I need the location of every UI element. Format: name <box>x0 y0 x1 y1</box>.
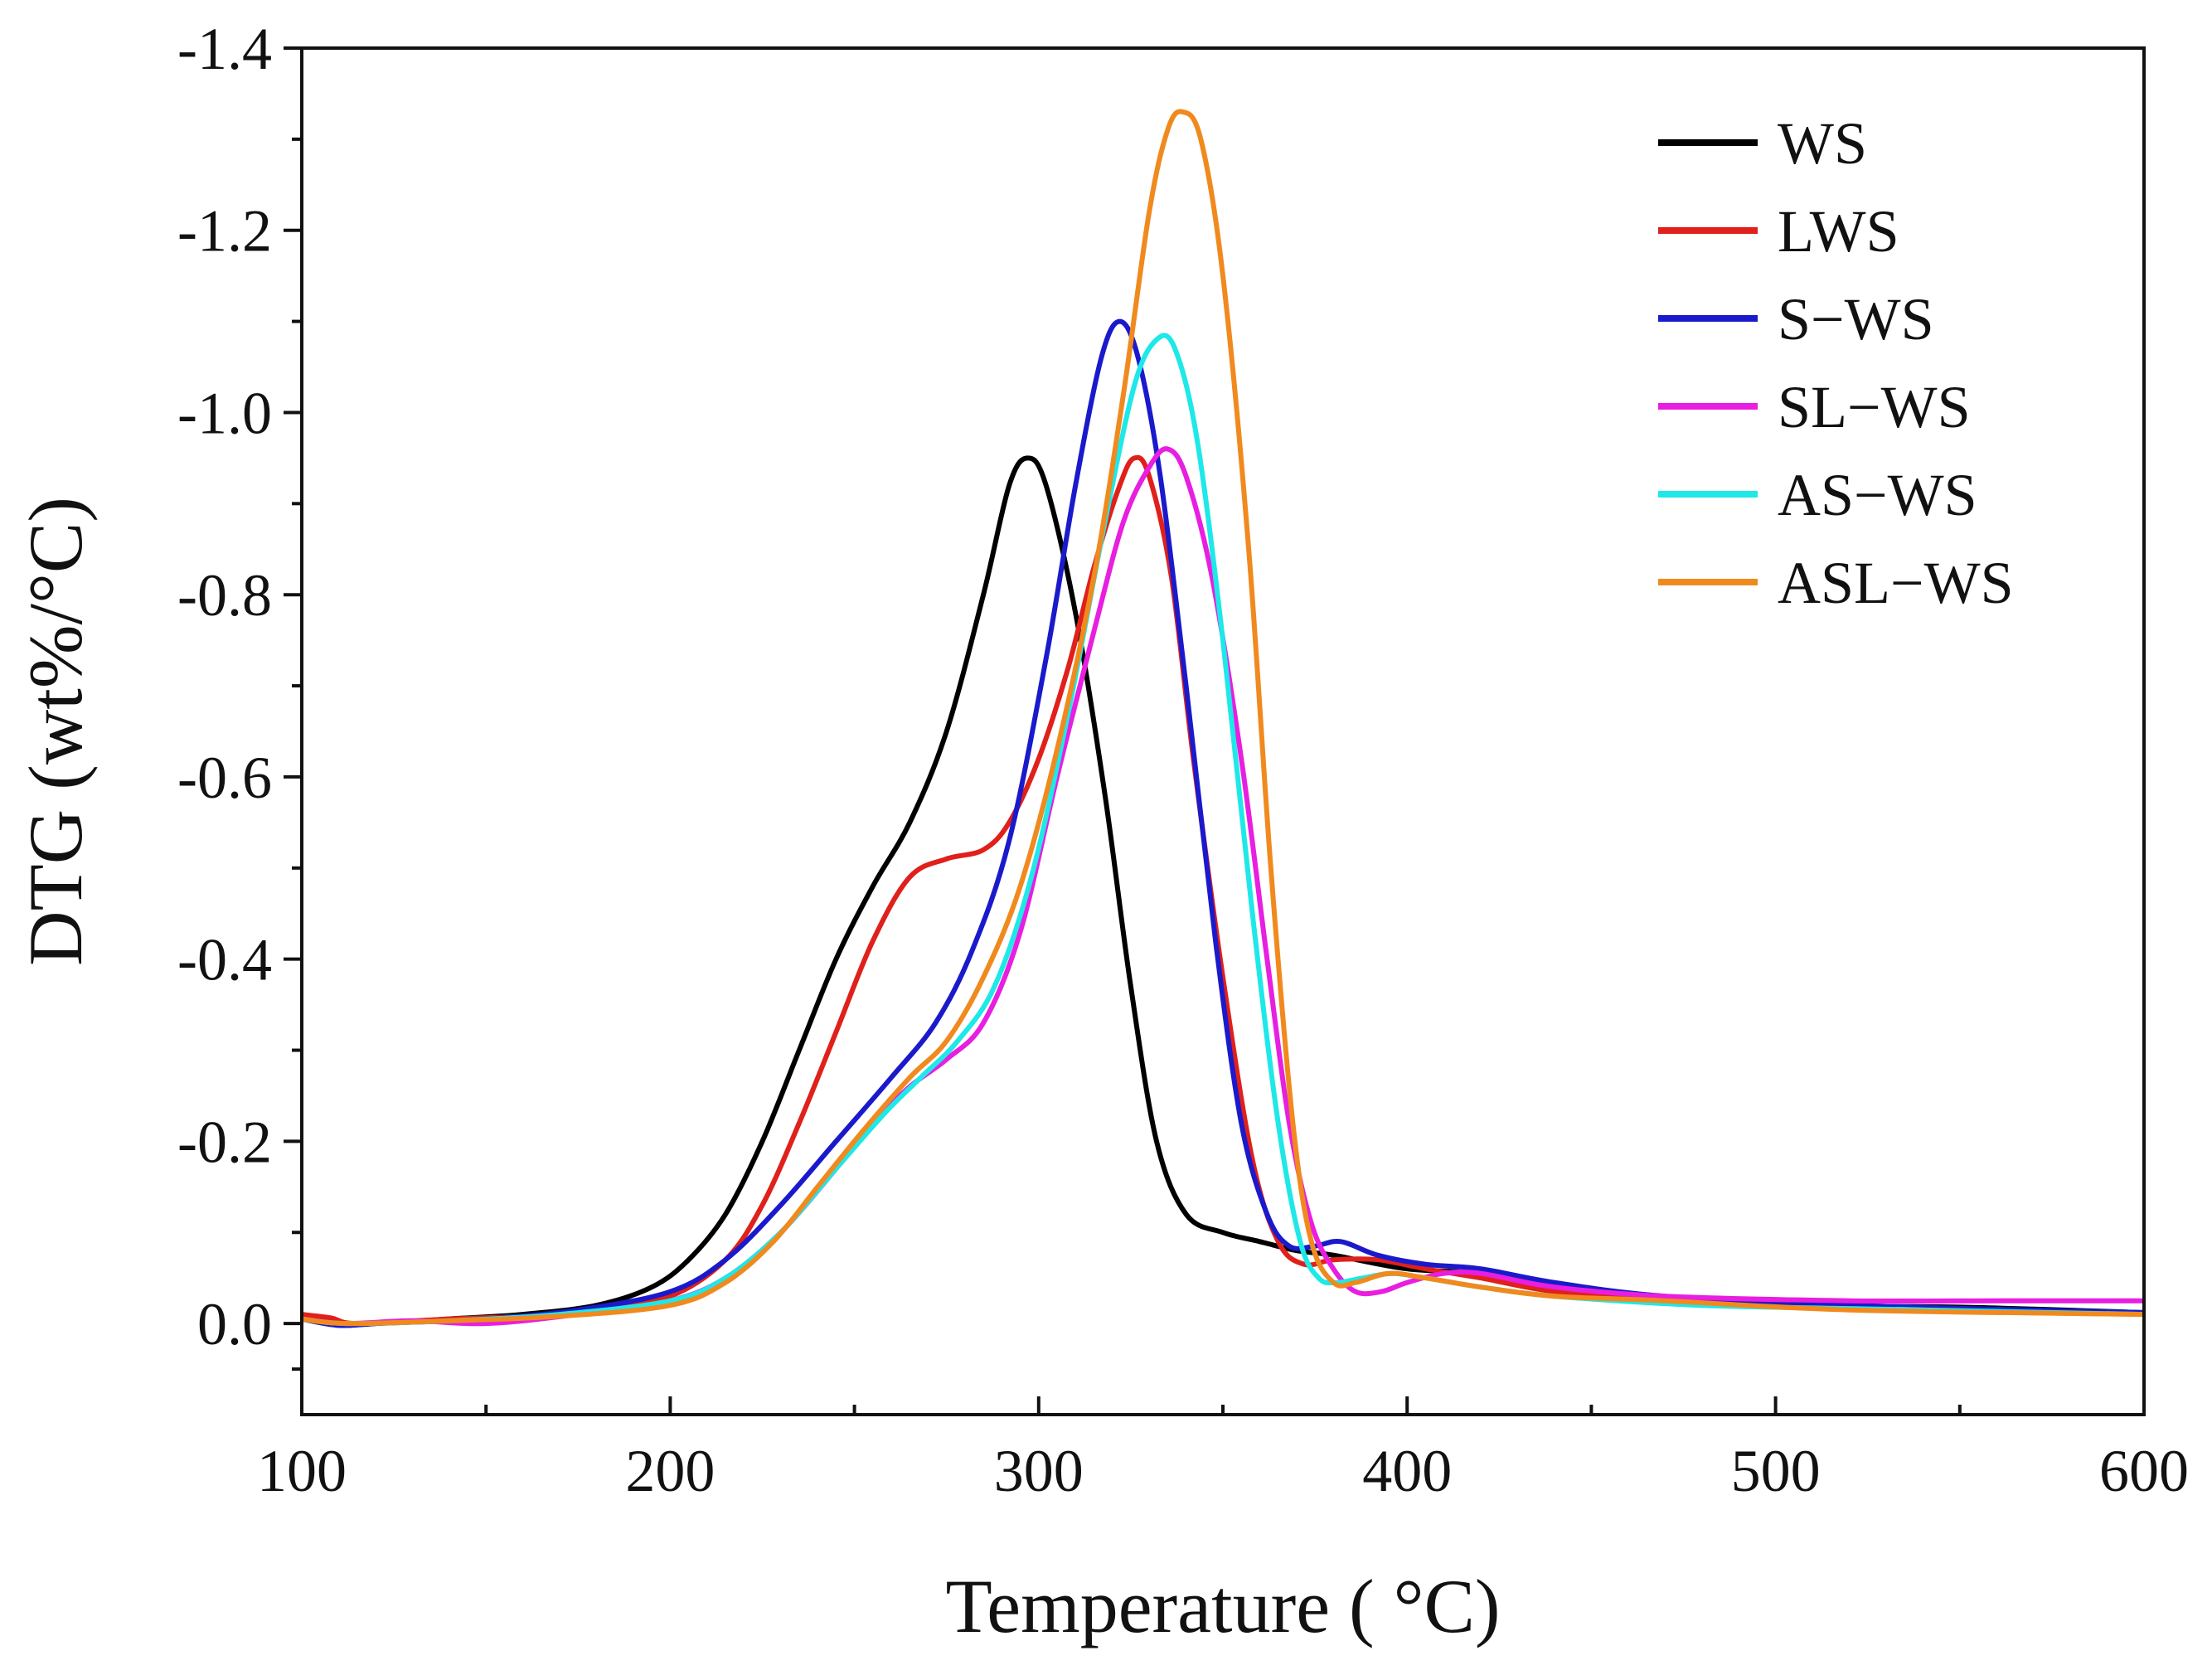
x-tick-label: 500 <box>1731 1438 1821 1504</box>
legend-label-1: LWS <box>1778 198 1899 265</box>
series-line-1 <box>302 454 2144 1327</box>
legend: WS LWS S−WS SL−WS AS−WS ASL−WS <box>1658 110 2014 616</box>
x-tick-label: 100 <box>257 1438 347 1504</box>
y-tick-label: -0.8 <box>177 562 272 629</box>
ticks-layer <box>284 46 2146 1415</box>
y-tick-label: -0.4 <box>177 927 272 993</box>
y-tick-label: -0.2 <box>177 1109 272 1175</box>
x-tick-label: 300 <box>994 1438 1084 1504</box>
legend-label-2: S−WS <box>1778 286 1934 352</box>
series-layer <box>302 109 2144 1328</box>
legend-label-0: WS <box>1778 110 1867 177</box>
tick-labels-layer: 100 200 300 400 500 600 0.0 -0.2 -0.4 -0.6 -0.8 -1.… <box>177 16 2189 1504</box>
y-tick-label: -1.4 <box>177 16 272 82</box>
y-axis-title: DTG (wt%/°C) <box>13 497 98 966</box>
x-tick-label: 200 <box>625 1438 715 1504</box>
y-tick-label: 0.0 <box>197 1291 272 1357</box>
legend-label-5: ASL−WS <box>1778 550 2014 616</box>
legend-label-3: SL−WS <box>1778 374 1971 440</box>
y-tick-label: -1.2 <box>177 198 272 265</box>
legend-label-4: AS−WS <box>1778 462 1977 528</box>
x-tick-label: 600 <box>2099 1438 2189 1504</box>
series-line-5 <box>302 109 2144 1327</box>
x-tick-label: 400 <box>1362 1438 1452 1504</box>
y-tick-label: -0.6 <box>177 745 272 811</box>
y-tick-label: -1.0 <box>177 380 272 446</box>
x-axis-title: Temperature ( °C) <box>946 1564 1501 1648</box>
